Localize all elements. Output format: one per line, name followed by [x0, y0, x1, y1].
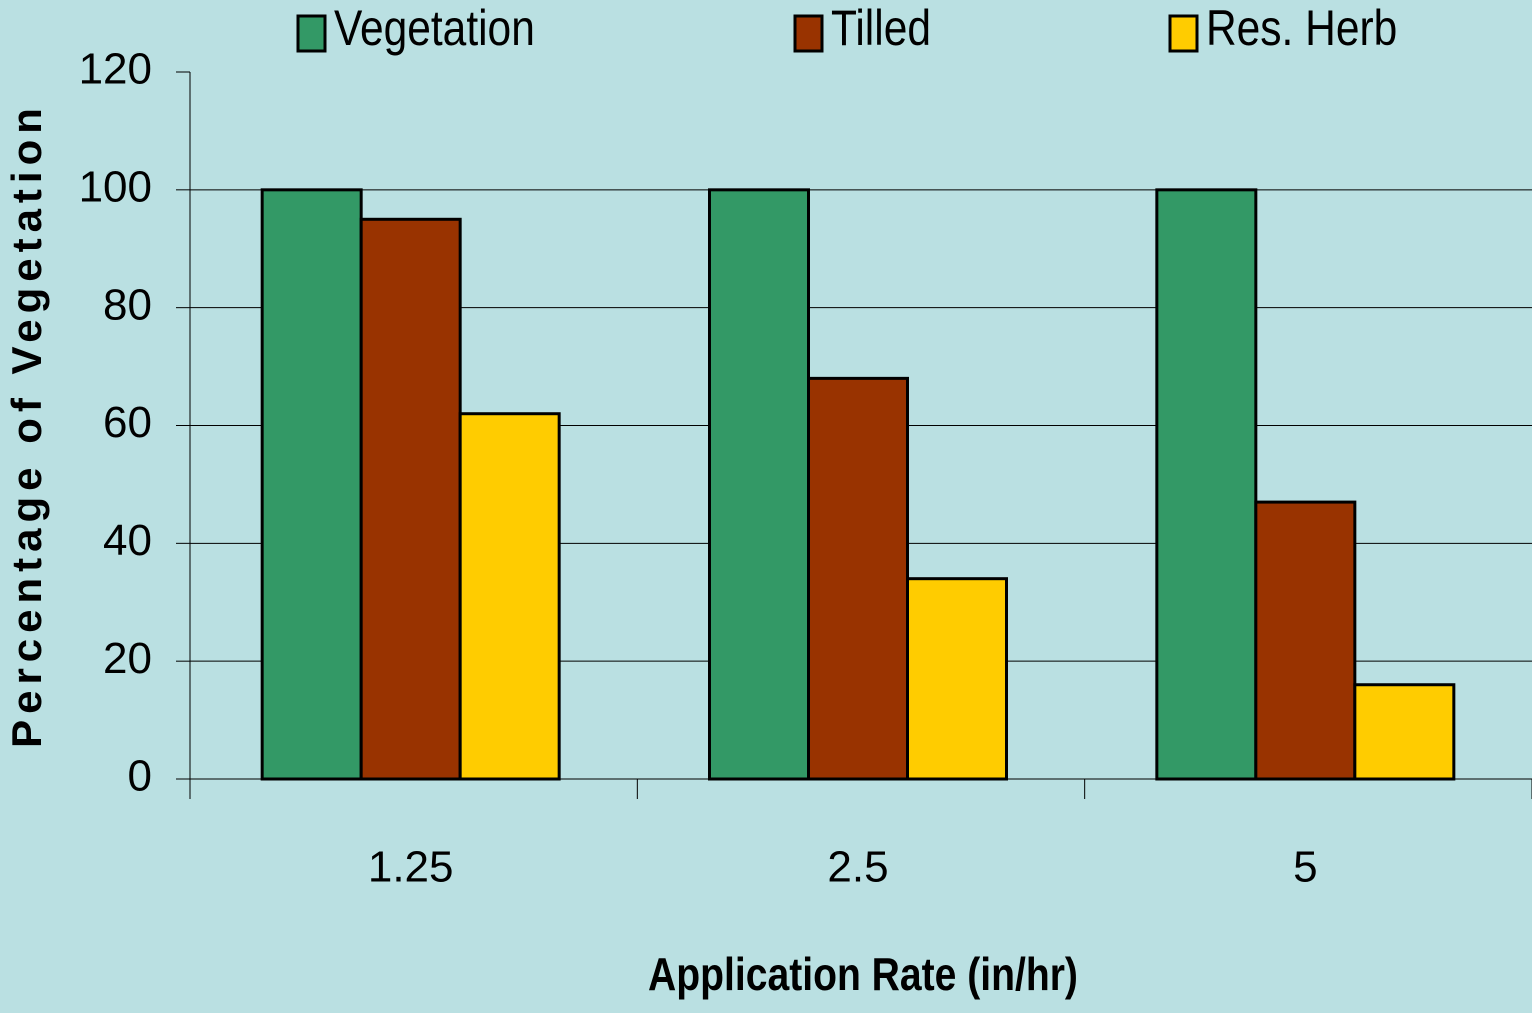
y-tick-label: 40	[103, 516, 152, 565]
legend-swatch	[1168, 14, 1199, 53]
bar	[708, 188, 810, 781]
bar	[906, 577, 1008, 781]
x-tick-label: 1.25	[368, 843, 454, 892]
x-axis-label: Application Rate (in/hr)	[648, 949, 1078, 1001]
y-tick-label: 60	[103, 398, 152, 447]
bar	[1155, 188, 1258, 781]
x-tick-label: 2.5	[827, 843, 888, 892]
y-tick-label: 0	[128, 752, 152, 801]
legend-swatch	[296, 14, 327, 53]
y-tick-label: 20	[103, 634, 152, 683]
bar	[807, 376, 909, 781]
bar	[1353, 683, 1456, 781]
bar	[359, 217, 462, 781]
legend-label: Res. Herb	[1206, 0, 1397, 56]
legend-label: Tilled	[831, 0, 931, 56]
y-tick-label: 100	[79, 162, 152, 211]
bar	[1254, 500, 1357, 781]
y-tick-label: 120	[79, 45, 152, 94]
legend-label: Vegetation	[334, 0, 535, 56]
legend-swatch	[793, 14, 824, 53]
bar	[260, 188, 363, 781]
y-tick-label: 80	[103, 280, 152, 329]
x-tick-label: 5	[1293, 843, 1317, 892]
y-axis-label: Percentage of Vegetation	[3, 102, 50, 748]
bar	[458, 412, 561, 781]
